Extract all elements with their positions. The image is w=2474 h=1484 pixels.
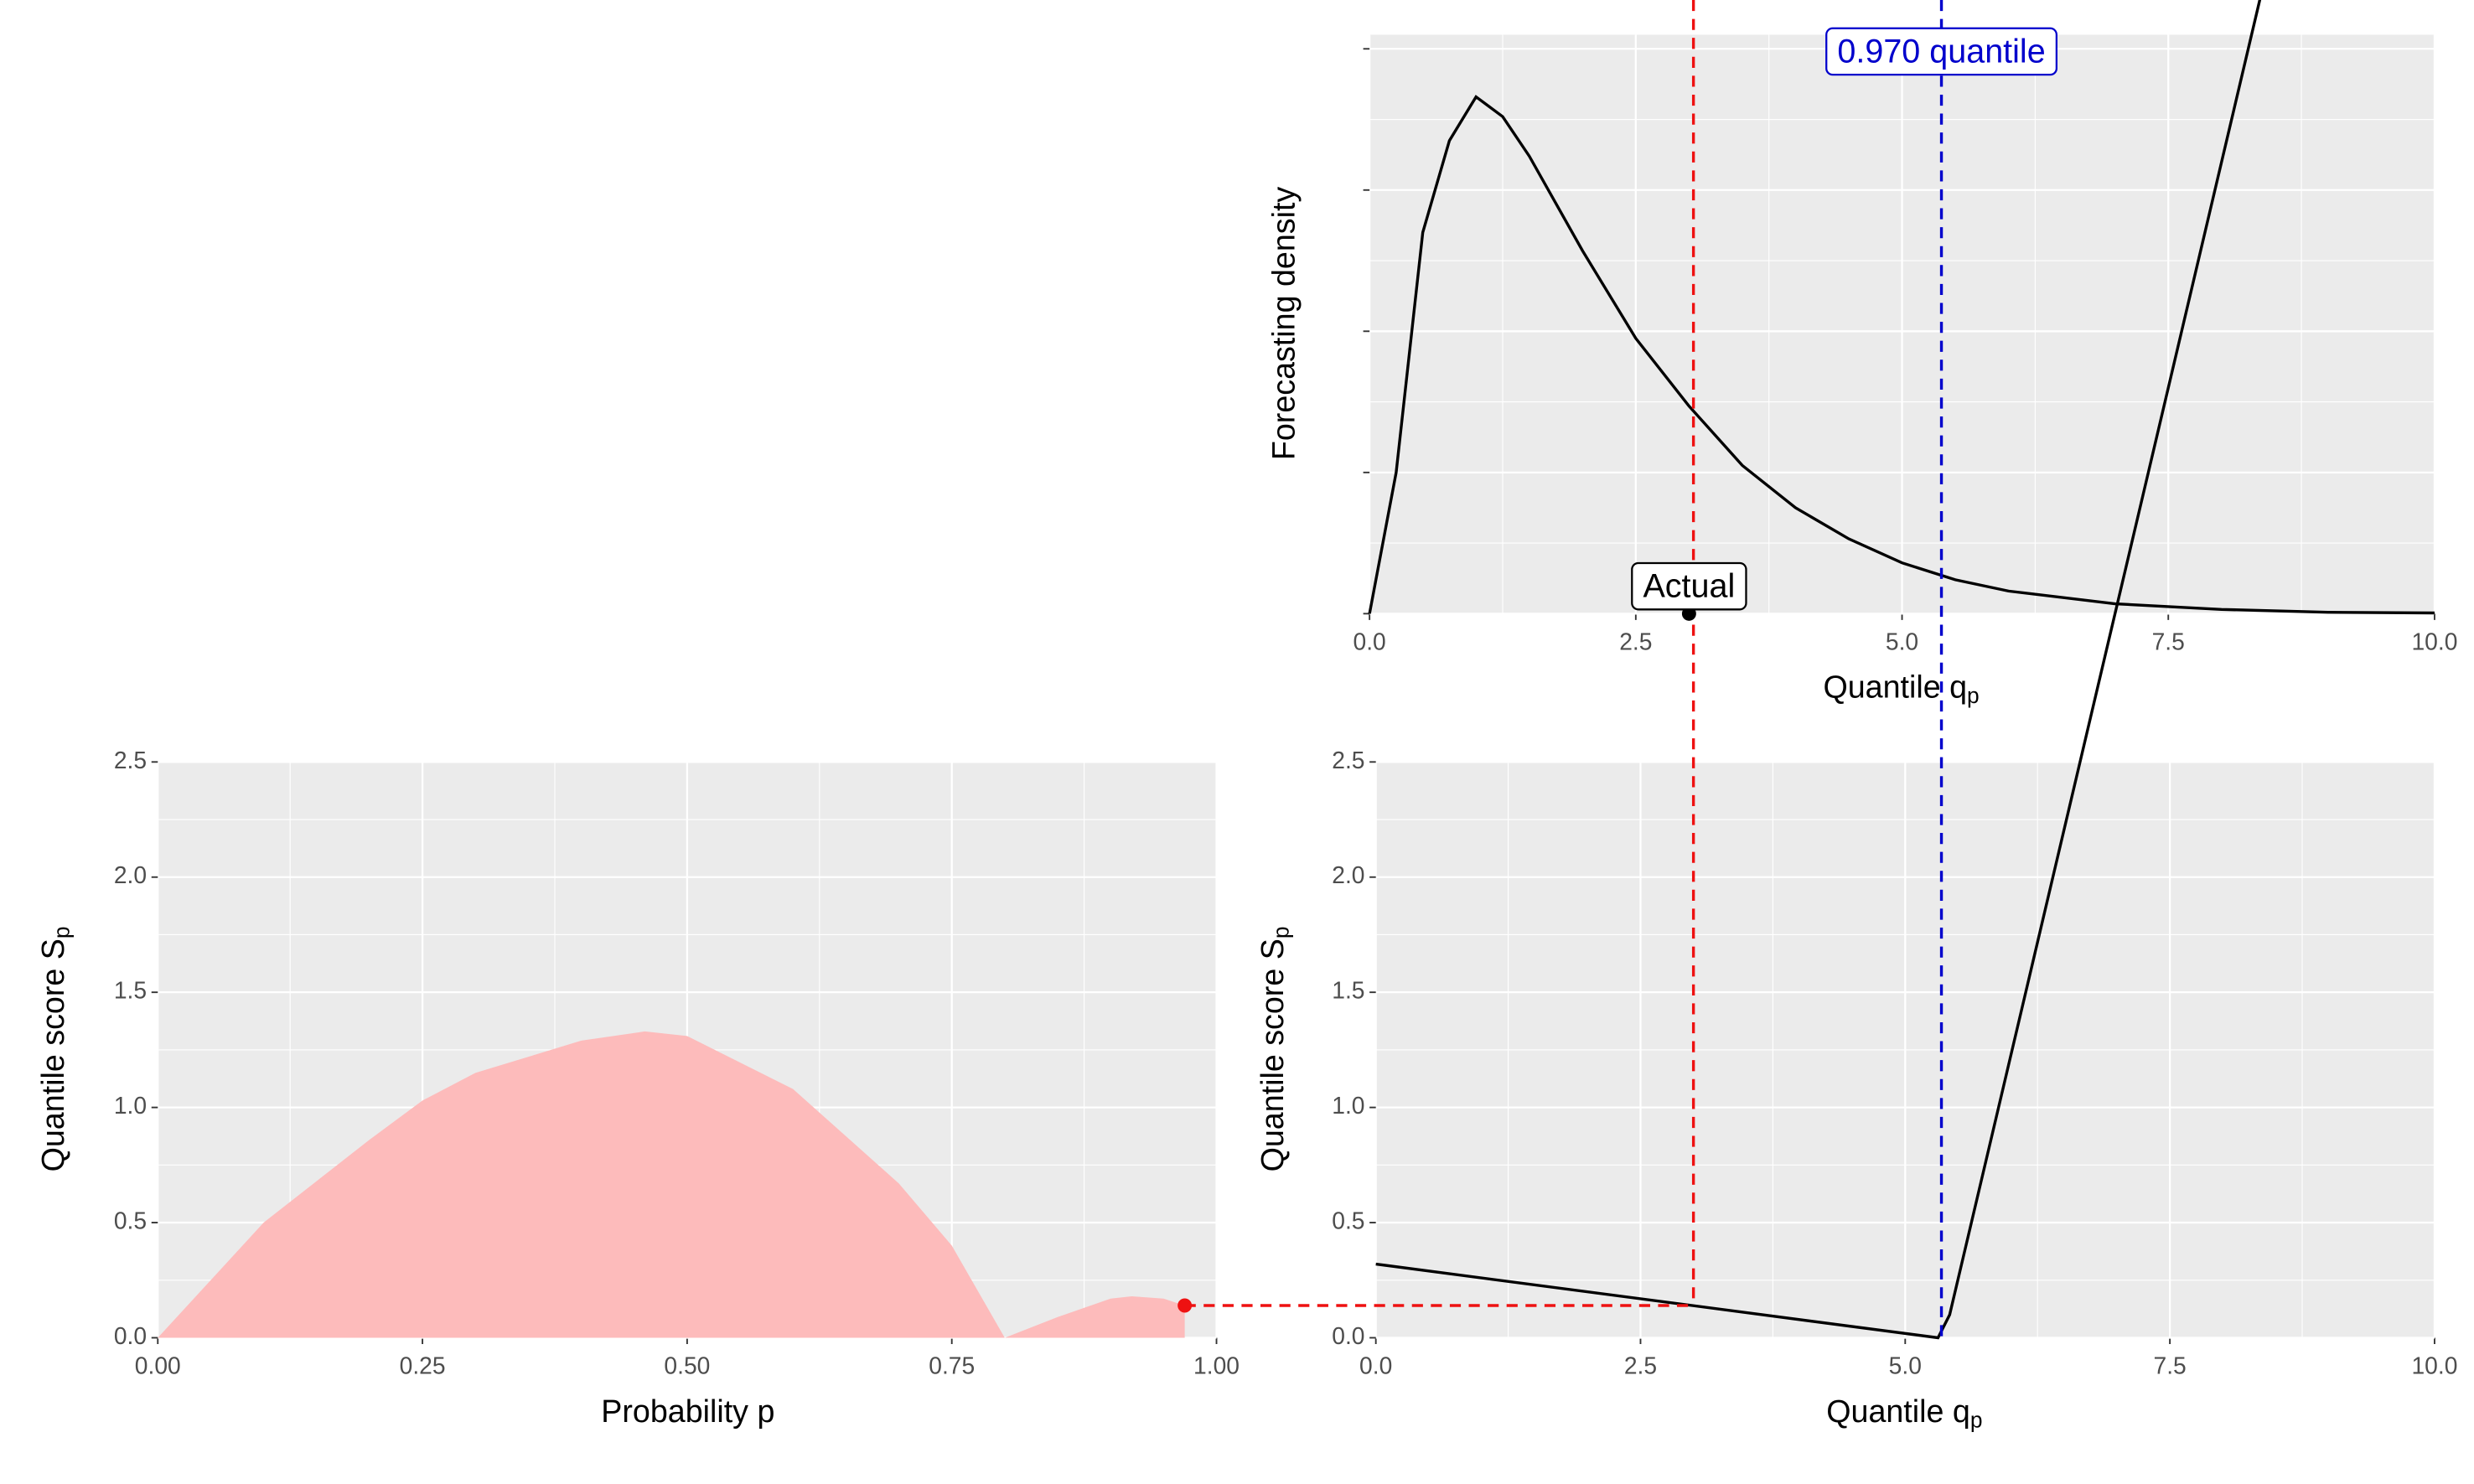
- quantile-label-box: [1825, 27, 2058, 76]
- x-tick-label: 0.0: [1353, 628, 1386, 655]
- line: [1368, 95, 2435, 615]
- y-axis-title: Forecasting density: [1265, 187, 1301, 461]
- axis-title-text: Quantile q: [1823, 670, 1967, 705]
- axis-title-subscript: p: [1967, 683, 1980, 708]
- quantile-label: 0.970 quantile: [1837, 33, 2045, 70]
- y-tick-label: 2.0: [114, 861, 147, 888]
- y-tick-label: 0.5: [114, 1207, 147, 1233]
- line: [1375, 0, 2262, 1340]
- x-tick-label: 0.00: [135, 1352, 181, 1379]
- axis-title-text: Quantile score S: [1255, 938, 1290, 1171]
- y-tick-label: 1.0: [114, 1092, 147, 1119]
- y-tick-label: 2.5: [1332, 747, 1364, 773]
- y-tick-label: 0.0: [114, 1322, 147, 1349]
- actual-label-box: [1631, 561, 1747, 611]
- axis-title-text: Quantile score S: [35, 938, 70, 1171]
- actual-label: Actual: [1643, 568, 1735, 605]
- x-axis-title: Quantile qp: [1826, 1394, 1982, 1432]
- x-tick-label: 1.00: [1193, 1352, 1240, 1379]
- y-axis-title: Quantile score Sp: [35, 926, 74, 1171]
- x-tick-label: 0.25: [400, 1352, 446, 1379]
- x-tick-label: 5.0: [1889, 1352, 1922, 1379]
- y-tick-label: 1.5: [114, 977, 147, 1004]
- axis-title-text: Probability p: [601, 1394, 774, 1429]
- x-tick-label: 10.0: [2411, 1352, 2457, 1379]
- x-tick-label: 0.75: [929, 1352, 975, 1379]
- y-tick-label: 0.0: [1332, 1322, 1364, 1349]
- x-axis-title: Quantile qp: [1823, 670, 1979, 708]
- x-tick-label: 7.5: [2153, 1352, 2186, 1379]
- y-tick-label: 2.0: [1332, 861, 1364, 888]
- axis-title-subscript: p: [1269, 926, 1294, 938]
- y-axis-title: Quantile score Sp: [1255, 926, 1293, 1171]
- x-tick-label: 0.0: [1359, 1352, 1392, 1379]
- axis-title-text: Quantile q: [1826, 1394, 1970, 1429]
- y-tick-label: 2.5: [114, 747, 147, 773]
- x-tick-label: 10.0: [2411, 628, 2457, 655]
- x-tick-label: 0.50: [664, 1352, 710, 1379]
- y-tick-label: 0.5: [1332, 1207, 1364, 1233]
- axis-title-text: Forecasting density: [1265, 187, 1301, 461]
- axis-title-subscript: p: [1970, 1407, 1983, 1432]
- x-axis-title: Probability p: [601, 1394, 774, 1429]
- x-tick-label: 5.0: [1886, 628, 1918, 655]
- y-tick-label: 1.0: [1332, 1092, 1364, 1119]
- x-tick-label: 2.5: [1619, 628, 1652, 655]
- y-tick-label: 1.5: [1332, 977, 1364, 1004]
- x-tick-label: 7.5: [2152, 628, 2185, 655]
- axis-title-subscript: p: [49, 926, 74, 938]
- area: [158, 1031, 1185, 1338]
- highlight-point: [1177, 1298, 1193, 1313]
- x-tick-label: 2.5: [1624, 1352, 1657, 1379]
